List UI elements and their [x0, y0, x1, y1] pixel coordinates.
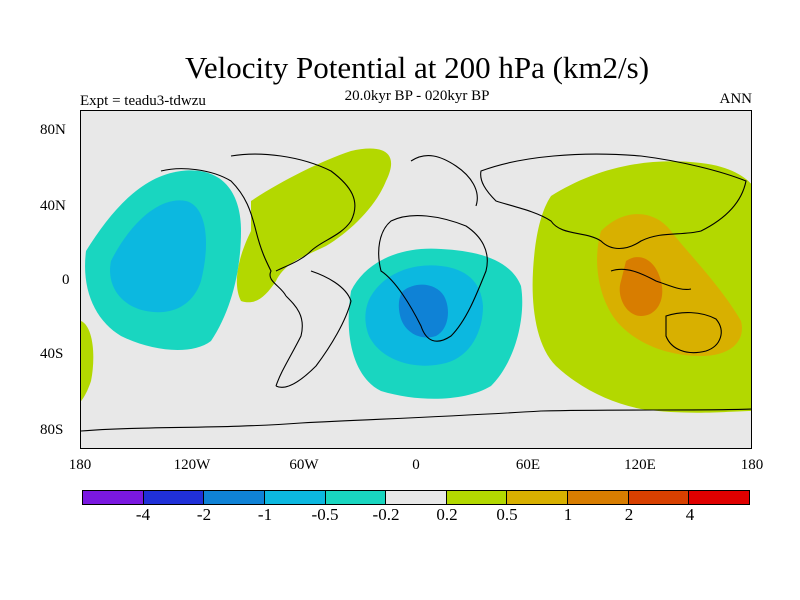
map-panel — [80, 110, 752, 449]
colorbar — [82, 490, 750, 505]
colorbar-label-9: 4 — [685, 505, 695, 524]
lon-label-60w: 60W — [289, 457, 319, 473]
lon-label-0: 0 — [412, 457, 420, 473]
chart-title: Velocity Potential at 200 hPa (km2/s) — [184, 50, 650, 85]
colorbar-bin-1 — [143, 491, 205, 504]
colorbar-label-6: 0.5 — [496, 505, 518, 524]
experiment-label: Expt = teadu3-tdwzu — [80, 93, 206, 109]
coast-africa — [378, 215, 488, 342]
colorbar-label-1: -2 — [196, 505, 212, 524]
colorbar-bin-2 — [204, 491, 265, 504]
coast-maritime-continent — [610, 268, 692, 290]
map-svg — [81, 111, 751, 448]
colorbar-bin-3 — [264, 491, 326, 504]
coast-south-america-east — [275, 270, 352, 388]
coast-australia — [665, 312, 722, 354]
contour-positive-atlantic — [236, 148, 392, 303]
colorbar-label-4: -0.2 — [372, 505, 400, 524]
colorbar-label-7: 1 — [563, 505, 573, 524]
contour-positive-max — [619, 257, 663, 316]
colorbar-label-2: -1 — [257, 505, 273, 524]
lat-label-80s: 80S — [40, 422, 64, 438]
colorbar-bin-10 — [689, 491, 750, 504]
contour-positive-westedge — [81, 321, 94, 401]
coast-europe — [410, 155, 478, 207]
lon-label-60e: 60E — [515, 457, 541, 473]
lat-label-40s: 40S — [40, 346, 64, 362]
colorbar-bin-7 — [507, 491, 569, 504]
colorbar-bin-8 — [568, 491, 629, 504]
colorbar-bin-0 — [83, 491, 144, 504]
coast-north-america-east — [230, 153, 356, 272]
coastlines — [81, 153, 751, 432]
coast-antarctica — [81, 408, 751, 432]
colorbar-label-5: 0.2 — [436, 505, 458, 524]
colorbar-label-0: -4 — [135, 505, 151, 524]
coast-north-america-west — [160, 168, 287, 297]
contour-negative-africa-min — [398, 284, 448, 338]
chart-subtitle: 20.0kyr BP - 020kyr BP — [344, 88, 490, 104]
colorbar-bin-5 — [386, 491, 447, 504]
coast-south-america-west — [275, 295, 303, 387]
lon-label-180e: 180 — [740, 457, 764, 473]
colorbar-bin-9 — [628, 491, 690, 504]
lat-label-80n: 80N — [40, 122, 66, 138]
lat-label-40n: 40N — [40, 198, 66, 214]
lon-label-120e: 120E — [624, 457, 656, 473]
contour-negative-pacific-inner — [110, 200, 206, 313]
coast-asia — [480, 153, 747, 250]
season-label: ANN — [719, 91, 753, 107]
colorbar-bin-6 — [446, 491, 508, 504]
colorbar-label-3: -0.5 — [311, 505, 339, 524]
lon-label-120w: 120W — [173, 457, 211, 473]
colorbar-bin-4 — [325, 491, 387, 504]
colorbar-label-8: 2 — [624, 505, 634, 524]
lat-label-0: 0 — [62, 272, 70, 288]
contour-positive-orange — [597, 214, 742, 356]
lon-label-180w: 180 — [68, 457, 92, 473]
